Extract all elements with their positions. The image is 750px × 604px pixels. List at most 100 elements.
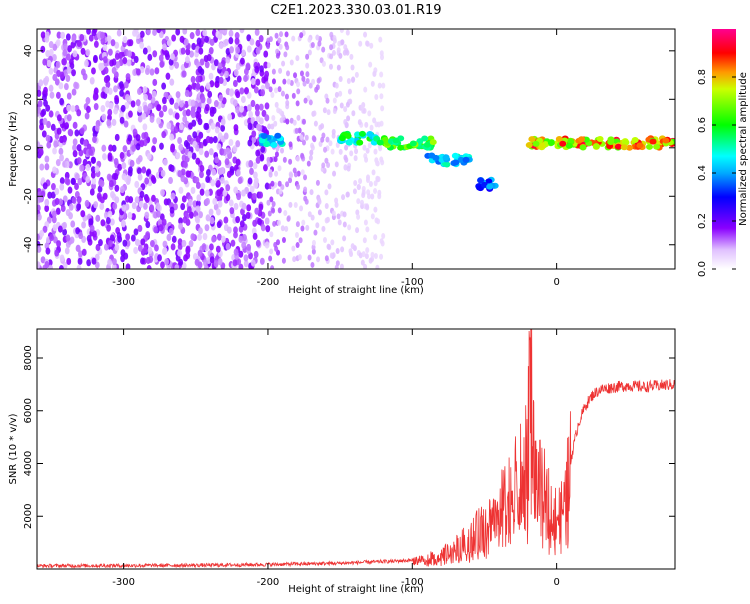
noise-blob bbox=[342, 211, 347, 218]
signal-blob bbox=[345, 139, 353, 146]
noise-blob bbox=[234, 37, 240, 45]
noise-blob bbox=[150, 240, 155, 248]
noise-blob bbox=[267, 210, 272, 217]
noise-blob bbox=[104, 243, 109, 251]
noise-blob bbox=[320, 123, 325, 130]
noise-blob bbox=[239, 29, 245, 34]
noise-blob bbox=[122, 56, 128, 65]
noise-blob bbox=[111, 118, 117, 127]
noise-blob bbox=[186, 134, 192, 142]
noise-blob bbox=[197, 233, 202, 241]
noise-blob bbox=[366, 193, 371, 200]
signal-blob bbox=[538, 142, 546, 149]
noise-blob bbox=[188, 211, 194, 219]
signal-blob bbox=[592, 143, 600, 150]
noise-blob bbox=[297, 254, 302, 261]
snr-marks bbox=[37, 329, 675, 569]
noise-blob bbox=[365, 147, 370, 154]
noise-blob bbox=[158, 54, 164, 62]
noise-blob bbox=[238, 225, 244, 233]
noise-blob bbox=[324, 189, 329, 196]
noise-blob bbox=[222, 189, 228, 197]
noise-blob bbox=[205, 214, 211, 222]
colorbar-tick-label: 0.6 bbox=[697, 117, 708, 133]
noise-blob bbox=[125, 233, 131, 241]
noise-blob bbox=[195, 135, 201, 143]
signal-blob bbox=[565, 142, 573, 149]
noise-blob bbox=[185, 109, 191, 117]
noise-blob bbox=[70, 177, 76, 185]
noise-blob bbox=[199, 188, 205, 196]
noise-blob bbox=[128, 196, 134, 204]
noise-blob bbox=[195, 82, 201, 90]
noise-blob bbox=[266, 43, 271, 50]
noise-blob bbox=[268, 86, 273, 93]
noise-blob bbox=[206, 97, 212, 105]
noise-blob bbox=[111, 144, 117, 152]
signal-blob bbox=[432, 154, 440, 161]
noise-blob bbox=[243, 260, 249, 268]
noise-blob bbox=[180, 47, 186, 55]
noise-blob bbox=[223, 132, 229, 140]
signal-blob bbox=[260, 133, 268, 140]
noise-blob bbox=[57, 225, 63, 233]
noise-blob bbox=[271, 78, 276, 85]
noise-blob bbox=[253, 177, 259, 185]
noise-blob bbox=[310, 42, 315, 49]
noise-blob bbox=[192, 200, 198, 208]
noise-blob bbox=[123, 81, 129, 89]
noise-blob bbox=[83, 139, 88, 147]
noise-blob bbox=[174, 264, 180, 269]
noise-blob bbox=[169, 164, 175, 173]
noise-blob bbox=[356, 198, 361, 205]
noise-blob bbox=[237, 176, 243, 185]
noise-blob bbox=[42, 182, 48, 190]
noise-blob bbox=[305, 71, 310, 78]
noise-blob bbox=[284, 93, 289, 100]
noise-blob bbox=[233, 202, 239, 211]
noise-blob bbox=[349, 150, 354, 157]
noise-blob bbox=[217, 62, 223, 70]
noise-blob bbox=[133, 228, 139, 236]
signal-blob bbox=[485, 178, 493, 185]
noise-blob bbox=[142, 123, 148, 131]
noise-blob bbox=[308, 82, 313, 89]
noise-blob bbox=[103, 211, 109, 219]
noise-blob bbox=[266, 199, 271, 206]
noise-blob bbox=[169, 78, 175, 86]
noise-blob bbox=[92, 93, 98, 101]
noise-blob bbox=[370, 193, 375, 200]
noise-blob bbox=[113, 85, 118, 93]
noise-blob bbox=[259, 154, 265, 162]
noise-blob bbox=[235, 158, 241, 166]
noise-blob bbox=[181, 262, 187, 269]
noise-blob bbox=[335, 248, 340, 255]
noise-blob bbox=[304, 198, 309, 205]
noise-blob bbox=[73, 81, 79, 89]
noise-blob bbox=[356, 213, 361, 220]
noise-blob bbox=[255, 109, 260, 117]
signal-blob bbox=[547, 139, 555, 146]
noise-blob bbox=[216, 233, 222, 241]
noise-blob bbox=[249, 167, 254, 176]
noise-blob bbox=[68, 203, 74, 211]
noise-blob bbox=[208, 47, 214, 55]
noise-blob bbox=[304, 134, 309, 141]
noise-blob bbox=[190, 233, 196, 241]
noise-blob bbox=[182, 216, 188, 224]
noise-blob bbox=[76, 144, 82, 152]
noise-blob bbox=[168, 108, 174, 116]
noise-blob bbox=[323, 146, 328, 153]
noise-blob bbox=[102, 192, 108, 200]
noise-blob bbox=[365, 177, 370, 184]
noise-blob bbox=[155, 202, 161, 210]
noise-blob bbox=[250, 259, 256, 267]
noise-blob bbox=[155, 210, 161, 218]
noise-blob bbox=[123, 120, 129, 128]
noise-blob bbox=[152, 137, 158, 145]
noise-blob bbox=[88, 148, 94, 156]
noise-blob bbox=[305, 224, 310, 231]
noise-blob bbox=[116, 231, 122, 240]
noise-blob bbox=[62, 58, 67, 66]
noise-blob bbox=[220, 118, 226, 126]
